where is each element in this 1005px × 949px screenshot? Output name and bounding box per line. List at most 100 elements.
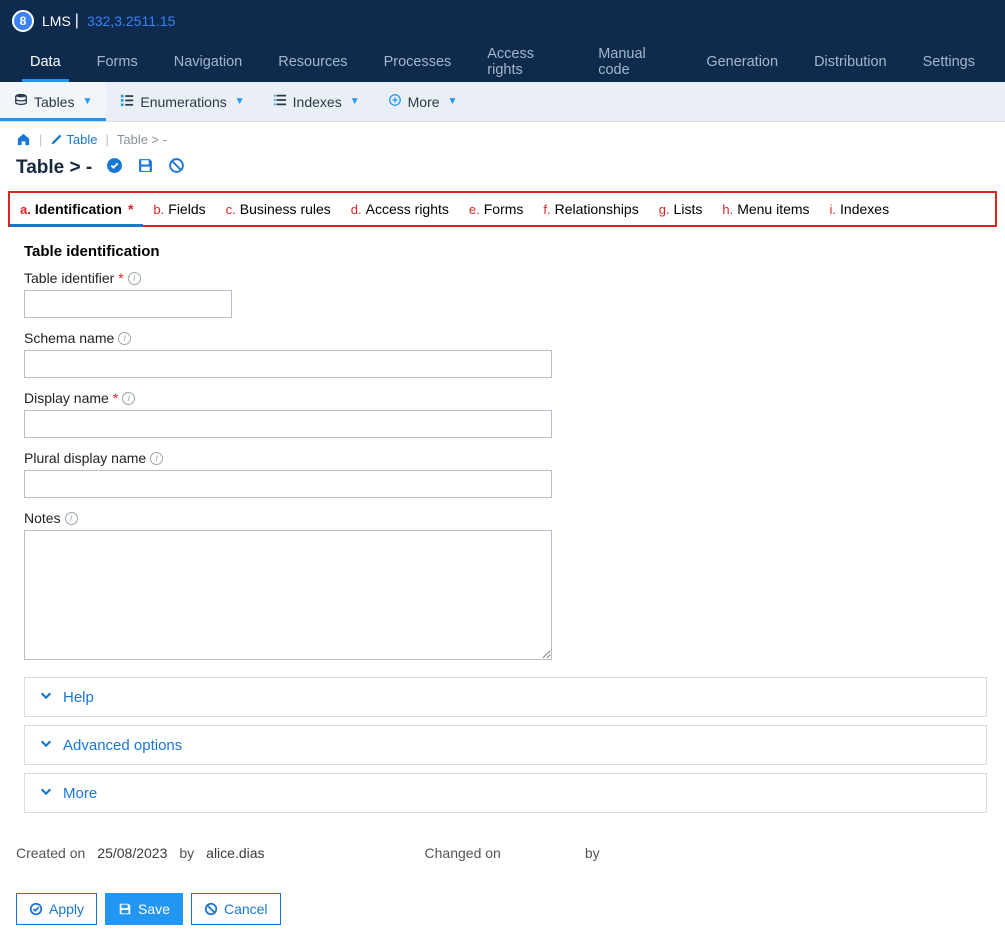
field-label: Plural display name i [24,450,987,466]
required-asterisk: * [128,201,133,217]
created-on-value: 25/08/2023 [97,845,167,861]
expander-more[interactable]: More [24,773,987,813]
expander-label: More [63,785,97,802]
field-display-name: Display name * i [24,390,987,438]
action-bar: Apply Save Cancel [0,885,1005,949]
nav-data[interactable]: Data [12,42,79,82]
page-title: Table > - [16,157,92,179]
required-asterisk: * [113,390,118,406]
tab-identification[interactable]: a. Identification * [10,193,143,225]
required-asterisk: * [118,270,123,286]
nav-resources[interactable]: Resources [260,42,365,82]
tab-business-rules[interactable]: c. Business rules [216,193,341,225]
tab-label: Lists [674,201,703,217]
field-label: Schema name i [24,330,987,346]
schema-name-input[interactable] [24,350,552,378]
check-circle-icon[interactable] [106,157,123,179]
tab-fields[interactable]: b. Fields [143,193,215,225]
app-name: LMS [42,13,71,29]
save-label: Save [138,901,170,917]
label-text: Display name [24,390,109,406]
subnav-enumerations[interactable]: Enumerations ▼ [106,82,258,121]
nav-access-rights[interactable]: Access rights [469,42,580,82]
expander-help[interactable]: Help [24,677,987,717]
tab-menu-items[interactable]: h. Menu items [712,193,819,225]
plural-display-name-input[interactable] [24,470,552,498]
nav-forms[interactable]: Forms [79,42,156,82]
breadcrumb-sep: | [39,132,42,147]
notes-textarea[interactable] [24,530,552,660]
tab-lists[interactable]: g. Lists [649,193,713,225]
field-label: Notes i [24,510,987,526]
tab-label: Indexes [840,201,889,217]
app-logo: 8 [12,10,34,32]
tab-letter: h. [722,202,733,217]
subnav-more-label: More [408,94,440,110]
indexes-icon [273,93,287,110]
breadcrumb-trail: Table > - [117,132,167,147]
save-button[interactable]: Save [105,893,183,925]
created-on-label: Created on [16,845,85,861]
title-row: Table > - [0,157,1005,191]
metadata-row: Created on 25/08/2023 by alice.dias Chan… [0,821,1005,885]
expander-advanced-options[interactable]: Advanced options [24,725,987,765]
chevron-down-icon: ▼ [82,96,92,107]
tab-relationships[interactable]: f. Relationships [533,193,648,225]
save-icon[interactable] [137,157,154,179]
breadcrumb-sep: | [105,132,108,147]
apply-button[interactable]: Apply [16,893,97,925]
info-icon[interactable]: i [128,272,141,285]
label-text: Notes [24,510,61,526]
tab-label: Business rules [240,201,331,217]
tab-indexes[interactable]: i. Indexes [820,193,900,225]
subnav-tables[interactable]: Tables ▼ [0,82,106,121]
save-icon [118,902,132,916]
tab-letter: g. [659,202,670,217]
section-title: Table identification [24,243,987,260]
subnav-more[interactable]: More ▼ [374,82,472,121]
created-by-value: alice.dias [206,845,264,861]
nav-settings[interactable]: Settings [905,42,993,82]
ban-icon[interactable] [168,157,185,179]
ban-icon [204,902,218,916]
app-version[interactable]: 332,3.2511.15 [87,13,176,29]
label-text: Table identifier [24,270,114,286]
tab-label: Identification [35,201,122,217]
label-text: Plural display name [24,450,146,466]
created-by-label: by [179,845,194,861]
info-icon[interactable]: i [118,332,131,345]
tab-access-rights[interactable]: d. Access rights [341,193,459,225]
app-separator: | [75,12,79,30]
nav-distribution[interactable]: Distribution [796,42,905,82]
nav-navigation[interactable]: Navigation [156,42,261,82]
breadcrumb-home[interactable] [16,132,31,147]
tab-label: Fields [168,201,205,217]
breadcrumb-table-link[interactable]: Table [50,132,97,147]
nav-processes[interactable]: Processes [366,42,470,82]
chevron-down-icon [39,736,53,754]
tab-label: Menu items [737,201,809,217]
info-icon[interactable]: i [122,392,135,405]
form-content: Table identification Table identifier * … [0,227,1005,813]
changed-on-label: Changed on [425,845,501,861]
tabs-container-highlighted: a. Identification * b. Fields c. Busines… [8,191,997,227]
tab-letter: c. [226,202,236,217]
info-icon[interactable]: i [150,452,163,465]
table-identifier-input[interactable] [24,290,232,318]
chevron-down-icon: ▼ [350,96,360,107]
cancel-button[interactable]: Cancel [191,893,281,925]
subnav-indexes-label: Indexes [293,94,342,110]
list-icon [120,93,134,110]
tab-forms[interactable]: e. Forms [459,193,534,225]
plus-circle-icon [388,93,402,110]
top-bar: 8 LMS | 332,3.2511.15 [0,0,1005,42]
nav-generation[interactable]: Generation [688,42,796,82]
tab-letter: b. [153,202,164,217]
pencil-icon [50,133,63,146]
field-table-identifier: Table identifier * i [24,270,987,318]
nav-manual-code[interactable]: Manual code [580,42,688,82]
apply-label: Apply [49,901,84,917]
display-name-input[interactable] [24,410,552,438]
subnav-indexes[interactable]: Indexes ▼ [259,82,374,121]
info-icon[interactable]: i [65,512,78,525]
